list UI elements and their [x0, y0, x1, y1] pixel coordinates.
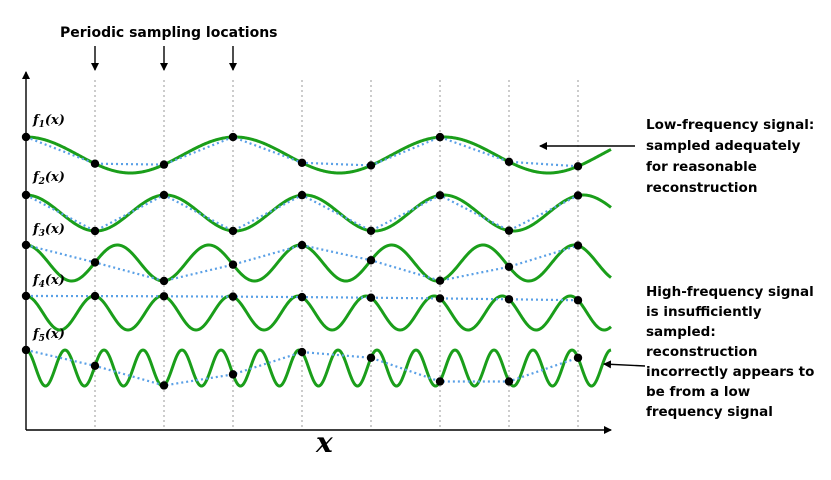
sample-point: [366, 293, 376, 302]
sample-point: [573, 191, 583, 200]
sample-point: [504, 377, 514, 386]
sample-point: [90, 226, 100, 236]
signal-curve: [25, 243, 612, 283]
high-frequency-annotation: High-frequency signal is insufficiently sa…: [603, 284, 814, 420]
low-frequency-text: Low-frequency signal: sampled adequately f…: [646, 117, 814, 196]
sample-point: [366, 226, 376, 236]
sample-point: [21, 291, 31, 301]
sample-point: [228, 226, 238, 236]
sample-point: [90, 159, 100, 168]
sample-point: [366, 161, 376, 170]
sampling-locations-label: Periodic sampling locations: [60, 25, 278, 41]
sample-point: [297, 292, 307, 302]
sample-point: [435, 276, 445, 285]
sample-point: [504, 157, 514, 167]
function-label-4: f4(x): [32, 273, 65, 290]
sample-point: [159, 381, 169, 390]
signal-curve: [25, 294, 612, 332]
sample-point: [90, 258, 100, 267]
sample-point: [159, 292, 169, 301]
sample-point: [159, 190, 169, 200]
sample-point: [228, 260, 238, 269]
sample-point: [366, 353, 376, 362]
function-label-3: f3(x): [32, 222, 65, 239]
function-label-1: f1(x): [32, 113, 65, 130]
sample-point: [297, 347, 307, 357]
sample-point: [21, 345, 31, 355]
sample-point: [297, 240, 307, 250]
signal-row-2: [21, 190, 612, 236]
sample-point: [90, 291, 100, 301]
sample-point: [228, 292, 238, 301]
function-labels: f1(x) f2(x) f3(x) f4(x) f5(x): [32, 113, 65, 344]
signal-curve: [25, 193, 612, 233]
sample-point: [504, 262, 514, 272]
signal-row-3: [21, 240, 612, 286]
signal-curve: [25, 348, 612, 388]
sample-point: [297, 158, 307, 167]
signal-row-4: [21, 291, 612, 332]
sample-point: [504, 226, 514, 235]
signal-row-1: [21, 132, 612, 175]
sample-point: [573, 353, 583, 362]
sample-point: [159, 160, 169, 169]
sample-point: [159, 276, 169, 286]
sample-point: [21, 132, 31, 142]
sample-point: [435, 377, 445, 386]
sample-point: [435, 294, 445, 303]
sampling-location-arrows: [91, 46, 237, 71]
sample-point: [297, 190, 307, 200]
sample-point: [573, 241, 583, 250]
sample-point: [21, 190, 31, 200]
high-frequency-text: High-frequency signal is insufficiently sa…: [646, 284, 814, 420]
signal-row-5: [21, 345, 612, 390]
function-label-2: f2(x): [32, 170, 65, 187]
sample-point: [366, 256, 376, 265]
sample-point: [90, 361, 100, 371]
high-frequency-arrow: [603, 360, 646, 369]
sample-point: [21, 240, 31, 250]
sample-point: [228, 132, 238, 142]
sample-point: [573, 162, 583, 171]
signal-curve: [25, 135, 612, 175]
sample-point: [228, 370, 238, 379]
low-frequency-annotation: Low-frequency signal: sampled adequately f…: [539, 117, 814, 196]
axes: [22, 71, 612, 434]
sample-point: [504, 295, 514, 304]
sample-point: [435, 191, 445, 200]
function-label-5: f5(x): [32, 327, 65, 344]
sample-point: [573, 296, 583, 305]
x-axis-label: x: [315, 426, 333, 459]
signal-rows: [21, 132, 612, 390]
sample-point: [435, 132, 445, 142]
